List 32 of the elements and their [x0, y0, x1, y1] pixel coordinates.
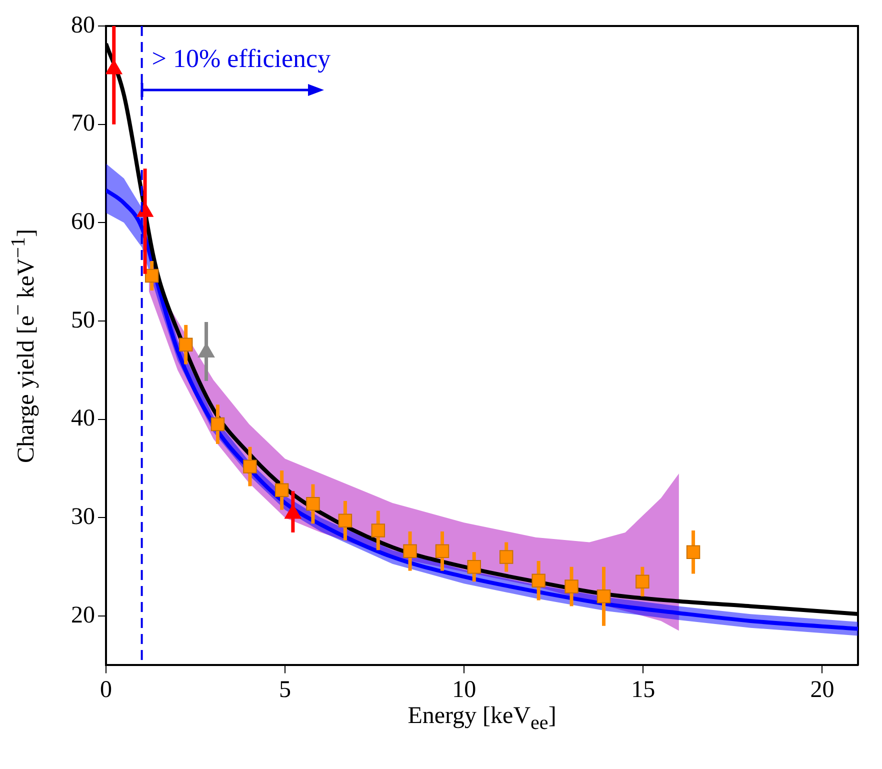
point: [532, 574, 546, 588]
x-tick-label: 0: [100, 676, 112, 703]
point: [686, 545, 700, 559]
y-tick-label: 20: [71, 602, 95, 628]
point: [243, 460, 257, 474]
point: [596, 590, 611, 604]
x-tick-label: 5: [279, 676, 292, 703]
x-tick-label: 15: [631, 676, 656, 703]
point: [144, 268, 159, 283]
y-tick-label: 30: [71, 504, 95, 530]
y-tick-label: 60: [71, 208, 95, 235]
y-tick-label: 40: [71, 406, 95, 432]
point: [564, 580, 578, 594]
y-tick-label: 70: [71, 110, 95, 137]
point: [467, 560, 481, 574]
point: [636, 574, 650, 588]
point: [435, 544, 450, 558]
x-tick-label: 20: [810, 676, 834, 703]
annotation: > 10% efficiency: [152, 44, 331, 74]
point: [210, 417, 225, 432]
point: [371, 524, 386, 538]
y-tick-label: 50: [71, 307, 95, 334]
point: [403, 544, 417, 558]
point: [306, 497, 320, 511]
point: [338, 514, 352, 528]
point: [499, 550, 514, 564]
point: [178, 338, 193, 352]
point: [106, 60, 122, 74]
x-tick-label: 10: [452, 676, 476, 703]
y-tick-label: 80: [71, 12, 95, 38]
x-axis-title: Energy [keV$_{ee}$]: [406, 703, 558, 735]
point: [274, 483, 289, 498]
